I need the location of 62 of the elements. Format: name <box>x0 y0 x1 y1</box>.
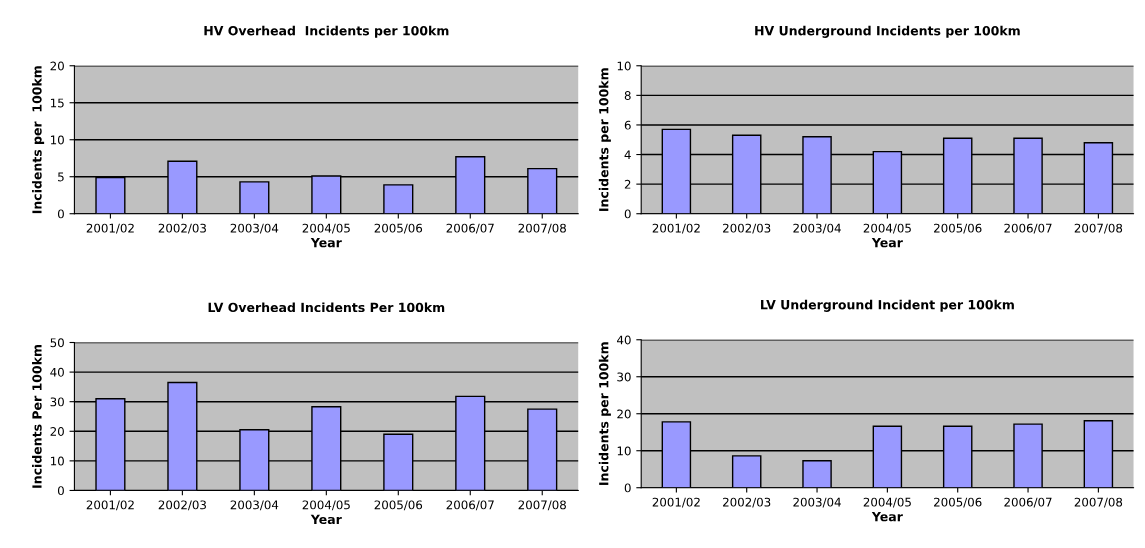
x-tick-label: 2002/03 <box>723 223 771 234</box>
y-tick-label: 10 <box>50 135 64 145</box>
y-tick-label: 0 <box>624 209 631 219</box>
y-tick-label: 0 <box>57 209 64 219</box>
y-tick-label: 5 <box>58 172 64 182</box>
x-tick-label: 2004/05 <box>863 497 911 508</box>
x-tick-label: 2004/05 <box>302 500 350 511</box>
x-tick-label: 2006/07 <box>446 500 494 511</box>
y-tick-label: 6 <box>624 120 631 130</box>
y-tick-label: 20 <box>50 61 64 71</box>
x-tick-label: 2001/02 <box>652 497 700 508</box>
y-tick-label: 10 <box>617 446 631 456</box>
y-tick-label: 10 <box>50 456 64 466</box>
y-tick-label: 40 <box>617 335 631 345</box>
y-tick-label: 0 <box>624 483 631 493</box>
y-tick-label: 50 <box>50 338 64 348</box>
chart-title: HV Underground Incidents per 100km <box>755 25 1020 38</box>
x-axis-title: Year <box>871 238 903 248</box>
y-tick-label: 40 <box>50 367 64 377</box>
y-tick-label: 4 <box>624 150 631 160</box>
x-tick-label: 2002/03 <box>723 497 771 508</box>
y-tick-label: 30 <box>617 372 631 382</box>
y-axis-title: Incidents per 100km <box>32 66 45 214</box>
x-tick-label: 2003/04 <box>230 223 279 234</box>
y-tick-label: 8 <box>624 91 631 101</box>
y-tick-label: 20 <box>50 427 64 436</box>
chart-title: LV Underground Incident per 100km <box>761 299 1014 312</box>
x-axis-title: Year <box>310 514 342 525</box>
y-tick-label: 15 <box>50 98 64 108</box>
x-tick-label: 2001/02 <box>86 500 134 511</box>
x-tick-label: 2006/07 <box>1004 497 1052 508</box>
x-tick-label: 2006/07 <box>446 223 494 234</box>
y-tick-label: 10 <box>617 61 631 71</box>
chart-title: HV Overhead Incidents per 100km <box>204 25 449 38</box>
y-axis-title: Incidents per 100km <box>598 68 611 211</box>
x-tick-label: 2005/06 <box>374 500 423 511</box>
x-tick-label: 2007/08 <box>518 500 566 511</box>
x-tick-label: 2003/04 <box>230 500 279 511</box>
y-tick-label: 20 <box>617 409 631 419</box>
x-tick-label: 2005/06 <box>374 223 423 234</box>
x-tick-label: 2004/05 <box>302 223 350 234</box>
x-tick-label: 2007/08 <box>1074 497 1123 508</box>
x-axis-title: Year <box>871 512 903 522</box>
x-tick-label: 2003/04 <box>793 497 841 508</box>
x-axis-title: Year <box>310 238 342 248</box>
x-tick-label: 2001/02 <box>652 223 700 234</box>
x-tick-label: 2002/03 <box>158 500 206 511</box>
y-axis-title: Incidents Per 100km <box>32 345 42 488</box>
y-tick-label: 30 <box>50 397 64 407</box>
y-tick-label: 0 <box>57 486 64 496</box>
y-axis-title: Incidents per 100km <box>598 342 611 485</box>
x-tick-label: 2007/08 <box>518 223 566 234</box>
x-tick-label: 2005/06 <box>934 223 982 234</box>
x-tick-label: 2007/08 <box>1074 223 1123 234</box>
x-tick-label: 2006/07 <box>1004 223 1052 234</box>
y-tick-label: 2 <box>624 179 631 189</box>
x-tick-label: 2002/03 <box>158 223 206 234</box>
x-tick-label: 2003/04 <box>793 223 841 234</box>
x-tick-label: 2004/05 <box>863 223 911 234</box>
chart-title: LV Overhead Incidents Per 100km <box>208 302 445 313</box>
x-tick-label: 2005/06 <box>934 497 982 508</box>
x-tick-label: 2001/02 <box>86 223 134 234</box>
